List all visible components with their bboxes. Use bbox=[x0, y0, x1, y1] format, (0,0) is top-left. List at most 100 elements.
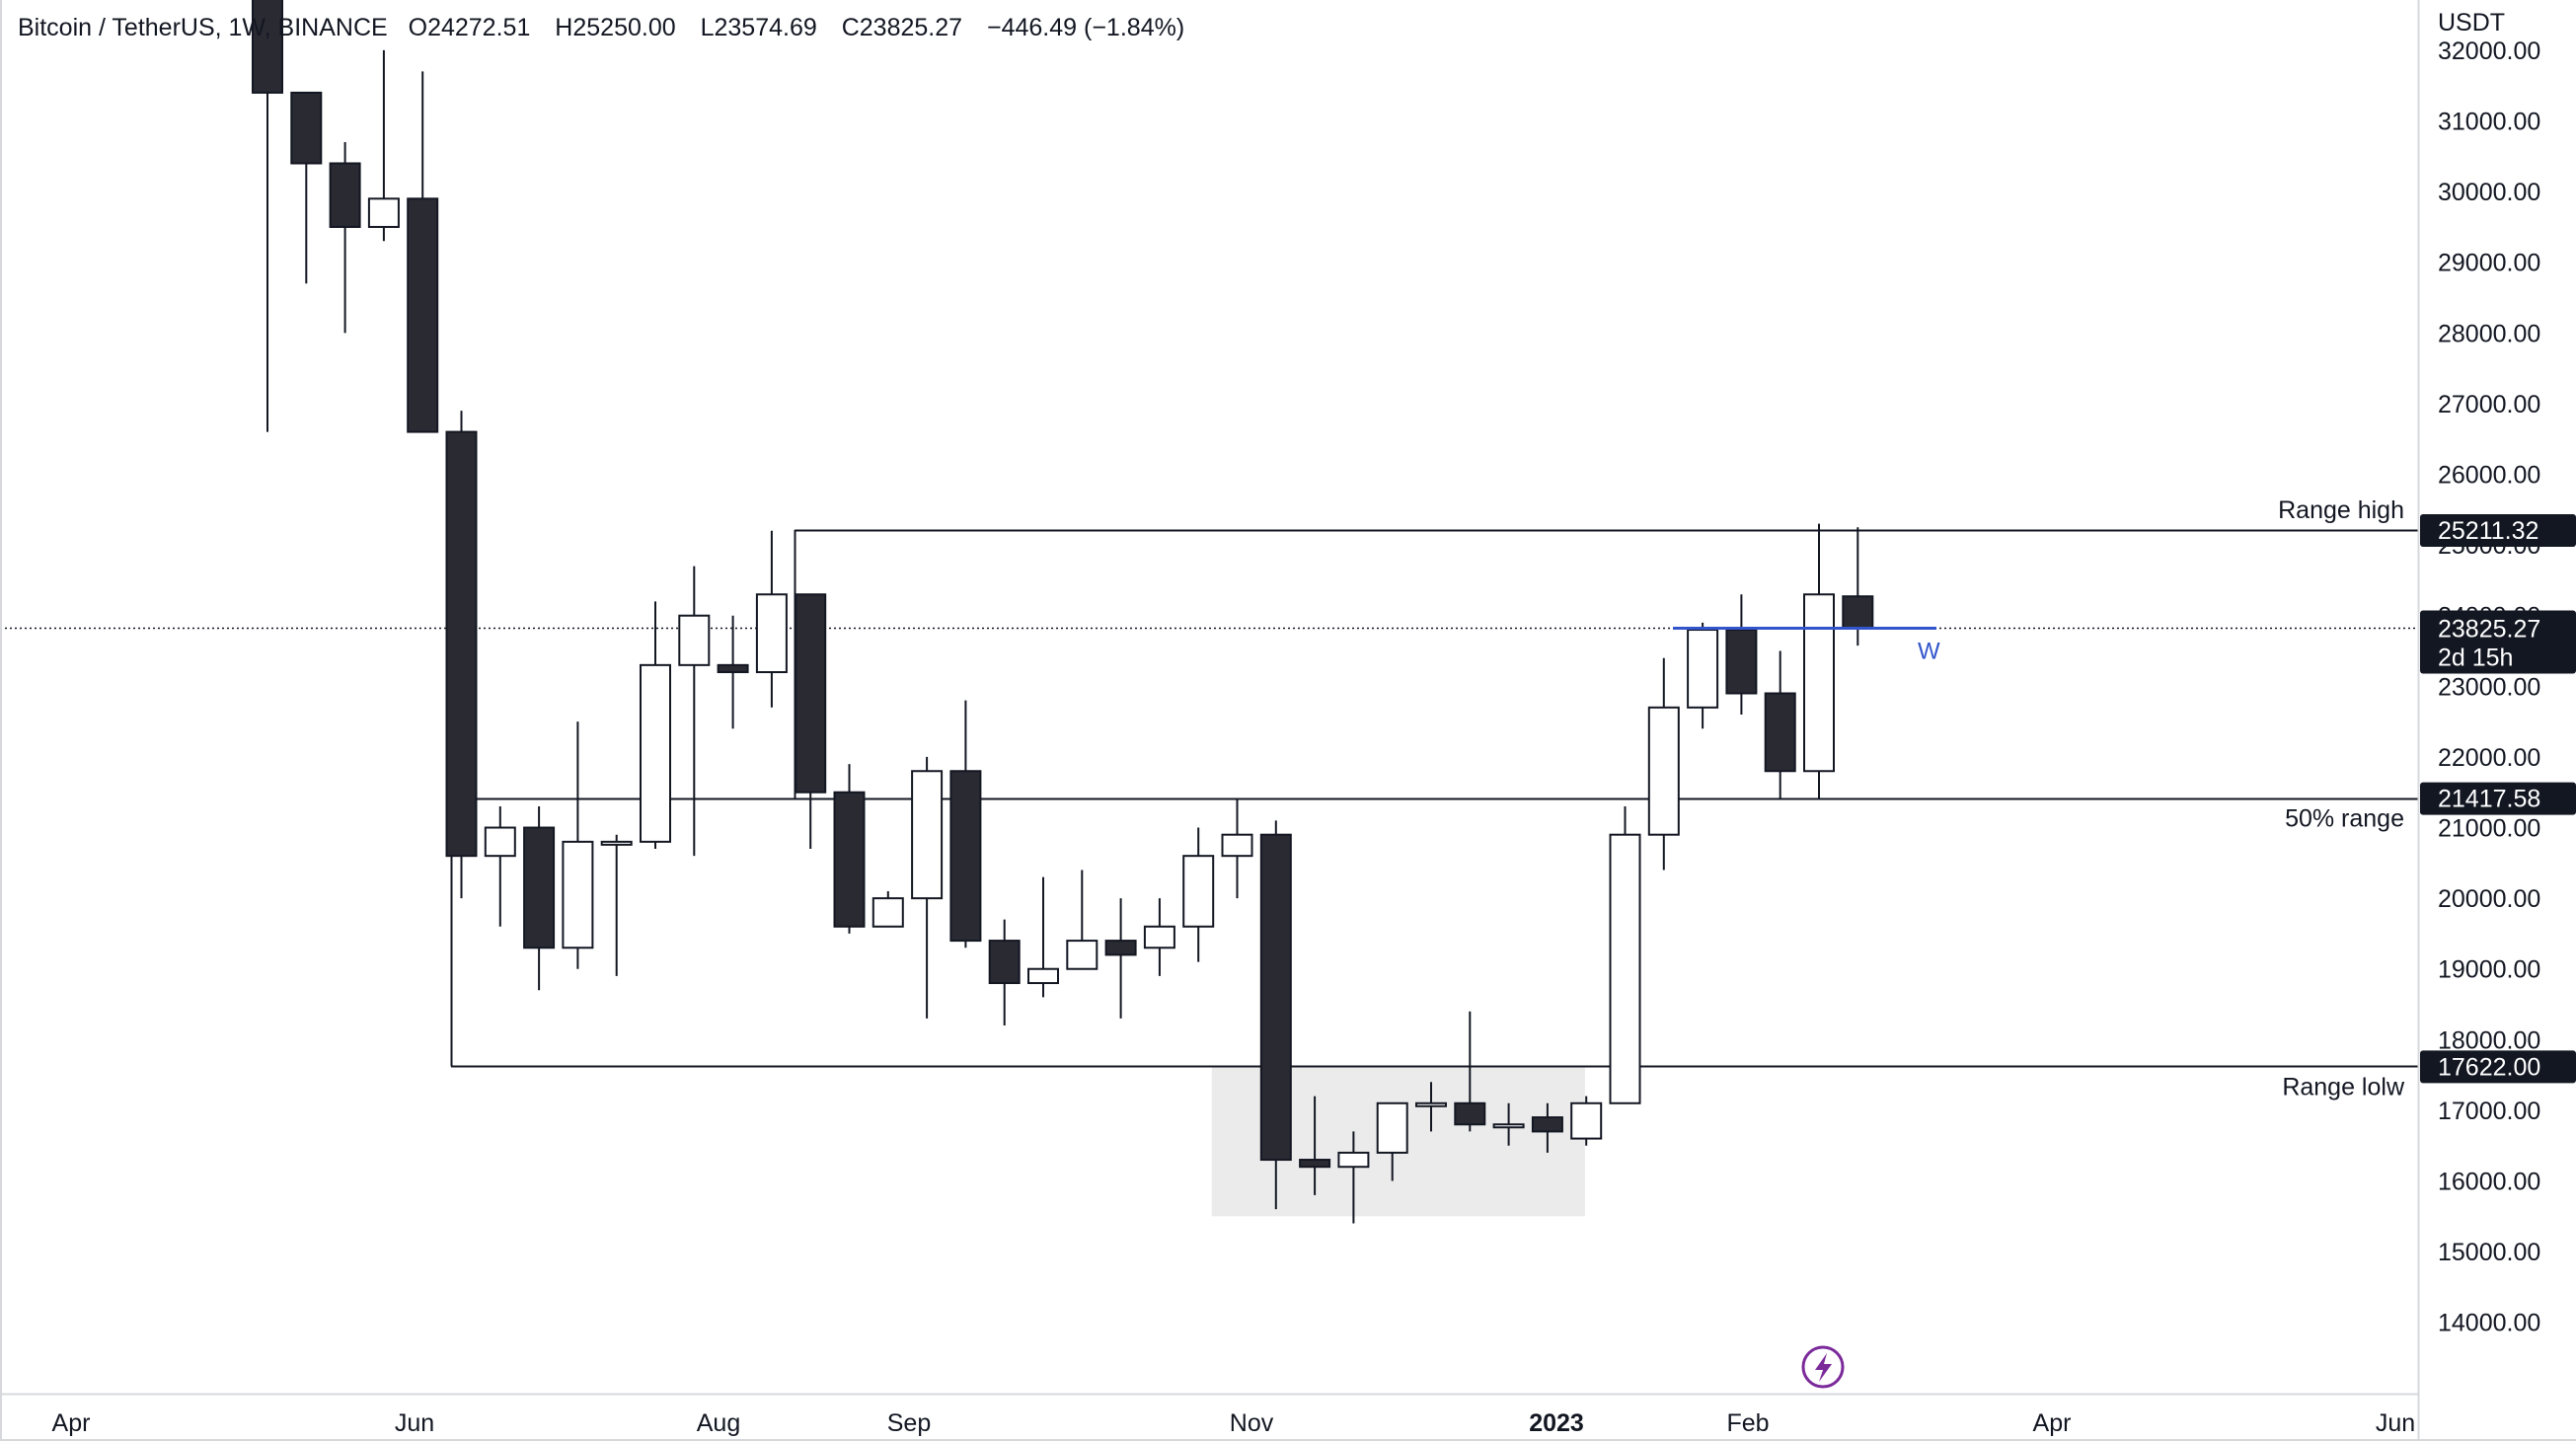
ohlc-change: −446.49 (−1.84%) bbox=[987, 14, 1185, 41]
price-tick-label: 32000.00 bbox=[2438, 38, 2540, 65]
candle[interactable] bbox=[1299, 1096, 1331, 1195]
ohlc-high: H25250.00 bbox=[555, 14, 676, 41]
candle-body bbox=[1570, 1101, 1603, 1140]
candle[interactable] bbox=[523, 806, 556, 991]
svg-text:21417.58: 21417.58 bbox=[2438, 786, 2540, 813]
level-price-badge: 17622.00 bbox=[2420, 1050, 2576, 1084]
svg-text:23825.27: 23825.27 bbox=[2438, 616, 2540, 644]
candle-body bbox=[523, 826, 556, 949]
candle[interactable] bbox=[329, 142, 361, 334]
lightning-icon[interactable] bbox=[1801, 1345, 1845, 1389]
candle[interactable] bbox=[1182, 827, 1215, 962]
candle-body bbox=[252, 0, 283, 94]
candle-body bbox=[1182, 855, 1215, 928]
candle[interactable] bbox=[1725, 594, 1758, 715]
candle[interactable] bbox=[1803, 523, 1835, 799]
price-tick-label: 18000.00 bbox=[2438, 1026, 2540, 1054]
candle[interactable] bbox=[1027, 876, 1059, 998]
candle-body bbox=[911, 770, 944, 900]
candle[interactable] bbox=[1104, 898, 1137, 1019]
ohlc-close: C23825.27 bbox=[841, 14, 963, 41]
candle-body bbox=[1143, 925, 1175, 949]
candle-body bbox=[1337, 1151, 1370, 1169]
candle[interactable] bbox=[871, 890, 904, 928]
candle[interactable] bbox=[988, 919, 1021, 1026]
candle[interactable] bbox=[755, 530, 788, 708]
candle[interactable] bbox=[949, 700, 982, 948]
price-tick-label: 19000.00 bbox=[2438, 956, 2540, 984]
level-price-badge: 25211.32 bbox=[2420, 514, 2576, 547]
candle-body bbox=[290, 91, 323, 165]
price-tick-label: 26000.00 bbox=[2438, 462, 2540, 490]
candle[interactable] bbox=[1647, 657, 1680, 871]
candle[interactable] bbox=[717, 615, 749, 729]
candle[interactable] bbox=[407, 71, 439, 433]
candle-body bbox=[329, 162, 361, 228]
symbol-title[interactable]: Bitcoin / TetherUS, 1W, BINANCE bbox=[18, 14, 388, 41]
candle[interactable] bbox=[1764, 650, 1796, 799]
candle[interactable] bbox=[640, 601, 671, 850]
time-tick-label: Sep bbox=[887, 1409, 931, 1437]
level-label: Range high bbox=[2278, 496, 2404, 524]
candle[interactable] bbox=[678, 566, 711, 857]
candle[interactable] bbox=[367, 49, 400, 242]
candle[interactable] bbox=[1221, 798, 1253, 899]
candle-body bbox=[1609, 833, 1641, 1104]
candle-body bbox=[833, 791, 866, 928]
price-tick-label: 31000.00 bbox=[2438, 109, 2540, 136]
candle[interactable] bbox=[1609, 806, 1641, 1104]
candle-body bbox=[871, 897, 904, 928]
svg-text:25211.32: 25211.32 bbox=[2438, 517, 2538, 545]
candle[interactable] bbox=[290, 91, 323, 284]
candle[interactable] bbox=[562, 721, 594, 969]
candle[interactable] bbox=[1066, 870, 1099, 970]
price-tick-label: 20000.00 bbox=[2438, 885, 2540, 913]
candle-body bbox=[1725, 629, 1758, 695]
candle-body bbox=[640, 663, 671, 843]
candle-body bbox=[407, 197, 439, 433]
candle-body bbox=[1066, 940, 1099, 970]
candle-body bbox=[484, 826, 516, 858]
price-tick-label: 21000.00 bbox=[2438, 815, 2540, 843]
candle-body bbox=[1764, 692, 1796, 773]
time-tick-label: Apr bbox=[52, 1409, 91, 1437]
time-tick-label: Jun bbox=[2376, 1409, 2415, 1437]
level-price-badge: 21417.58 bbox=[2420, 782, 2576, 815]
candle[interactable] bbox=[833, 764, 866, 934]
candle[interactable] bbox=[795, 593, 827, 850]
candle[interactable] bbox=[1687, 622, 1719, 729]
candle-body bbox=[600, 840, 633, 846]
candle-body bbox=[445, 430, 478, 858]
candle[interactable] bbox=[1492, 1102, 1525, 1146]
candle[interactable] bbox=[484, 806, 516, 927]
candle[interactable] bbox=[1415, 1082, 1447, 1132]
candle[interactable] bbox=[911, 756, 944, 1019]
candle[interactable] bbox=[1337, 1131, 1370, 1224]
candle-body bbox=[1842, 595, 1874, 630]
candle[interactable] bbox=[1454, 1011, 1486, 1132]
candle[interactable] bbox=[445, 411, 478, 899]
price-tick-label: 29000.00 bbox=[2438, 250, 2540, 277]
candle[interactable] bbox=[1376, 1101, 1408, 1181]
candle[interactable] bbox=[1143, 898, 1175, 976]
candle-body bbox=[1454, 1101, 1486, 1126]
candle[interactable] bbox=[1570, 1096, 1603, 1146]
time-tick-label: Nov bbox=[1230, 1409, 1274, 1437]
candle-body bbox=[1415, 1101, 1447, 1107]
candle-body bbox=[1221, 833, 1253, 858]
ohlc-low: L23574.69 bbox=[700, 14, 817, 41]
price-tick-label: 30000.00 bbox=[2438, 179, 2540, 206]
time-tick-label: Apr bbox=[2033, 1409, 2072, 1437]
time-axis[interactable]: Apr Jun Aug Sep Nov 2023 Feb Apr Jun bbox=[0, 1393, 2418, 1438]
plot-area[interactable]: W Range high 50% range Range lolw bbox=[0, 0, 2418, 1389]
candle-body bbox=[1104, 940, 1137, 956]
price-axis[interactable]: 14000.00 15000.00 16000.00 17000.00 18000.00… bbox=[2417, 0, 2576, 1441]
time-tick-label: 2023 bbox=[1529, 1409, 1584, 1437]
ohlc-open: O24272.51 bbox=[408, 14, 531, 41]
candle[interactable] bbox=[600, 834, 633, 976]
svg-text:17622.00: 17622.00 bbox=[2438, 1053, 2540, 1081]
candle[interactable] bbox=[1259, 820, 1292, 1210]
candle[interactable] bbox=[252, 0, 283, 432]
candle[interactable] bbox=[1531, 1102, 1563, 1153]
